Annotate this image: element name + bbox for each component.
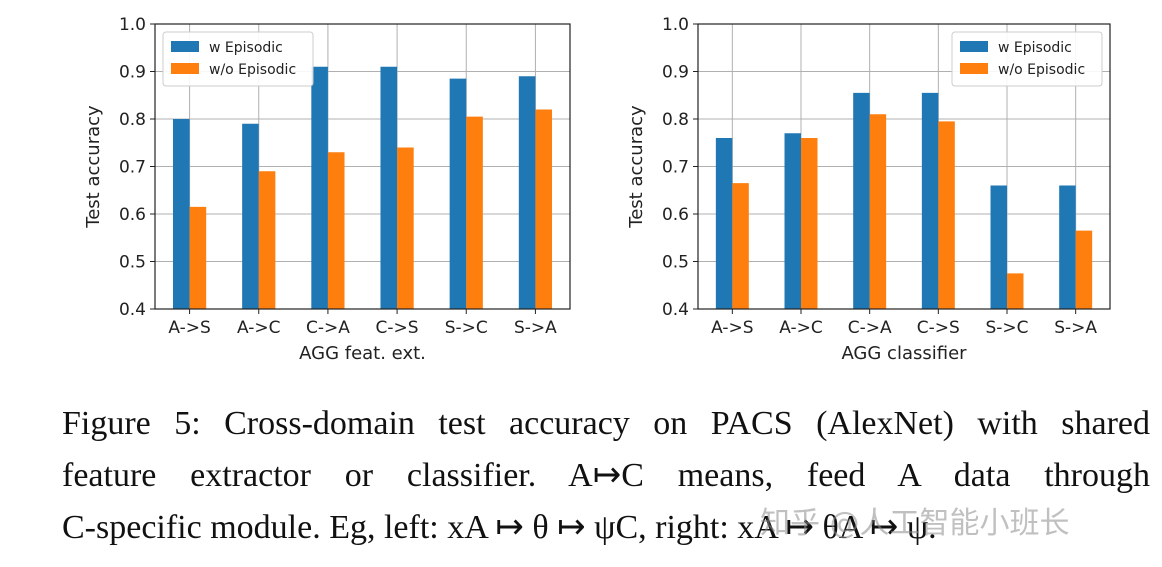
x-tick-label: A->C xyxy=(779,318,823,338)
bar-w-episodic-3 xyxy=(380,66,398,309)
caption-line-2: feature extractor or classifier. A↦C mea… xyxy=(62,457,1150,494)
bar-wo-episodic-4 xyxy=(466,116,483,309)
y-tick-label: 0.8 xyxy=(662,110,689,130)
legend-label-w-episodic: w Episodic xyxy=(209,40,283,56)
bar-wo-episodic-0 xyxy=(189,206,207,309)
bar-wo-episodic-0 xyxy=(732,183,749,309)
y-tick-label: 0.6 xyxy=(119,205,146,225)
legend-label-wo-episodic: w/o Episodic xyxy=(209,62,296,78)
x-tick-label: S->C xyxy=(985,318,1028,338)
y-tick-label: 1.0 xyxy=(119,15,146,35)
y-tick-label: 0.7 xyxy=(662,158,689,178)
y-tick-label: 0.5 xyxy=(119,253,146,273)
bar-wo-episodic-4 xyxy=(1007,273,1024,309)
bar-wo-episodic-1 xyxy=(258,171,276,309)
bar-wo-episodic-2 xyxy=(869,114,887,309)
figure-charts: 0.4 0.5 0.6 0.7 0.8 0.9 1.0 A->S A->C C->A C->S S->… xyxy=(83,15,1111,364)
y-tick-label: 0.5 xyxy=(662,253,689,273)
x-tick-label: A->C xyxy=(237,318,281,338)
caption-line-3: C-specific module. Eg, left: xA ↦ θ ↦ ψC… xyxy=(62,509,937,546)
bar-w-episodic-4 xyxy=(449,78,467,309)
x-tick-label: A->S xyxy=(168,318,210,338)
x-tick-label: C->A xyxy=(848,318,892,338)
legend-swatch-w-episodic xyxy=(171,41,199,52)
y-axis-label: Test accuracy xyxy=(83,105,104,229)
bar-wo-episodic-3 xyxy=(397,147,414,309)
bar-w-episodic-2 xyxy=(853,92,870,309)
watermark-text: 知乎 @人工智能小班长 xyxy=(760,506,1070,541)
x-tick-label: S->C xyxy=(445,318,488,338)
caption-line-1: Figure 5: Cross-domain test accuracy on … xyxy=(62,405,1150,442)
legend-swatch-w-episodic xyxy=(960,41,988,52)
bar-wo-episodic-2 xyxy=(327,152,345,309)
y-tick-label: 1.0 xyxy=(662,15,689,35)
bar-wo-episodic-1 xyxy=(801,138,818,309)
x-tick-label: C->A xyxy=(306,318,350,338)
y-tick-label: 0.9 xyxy=(119,63,146,83)
bar-w-episodic-2 xyxy=(311,66,328,309)
right-bar-chart: 0.4 0.5 0.6 0.7 0.8 0.9 1.0 A->S A->C C->A C->S S->… xyxy=(626,15,1111,364)
bar-wo-episodic-5 xyxy=(1075,230,1093,309)
x-tick-label: C->S xyxy=(917,318,960,338)
x-axis-label: AGG classifier xyxy=(841,343,967,364)
bar-wo-episodic-5 xyxy=(535,109,553,309)
legend-label-w-episodic: w Episodic xyxy=(998,40,1072,56)
x-axis-label: AGG feat. ext. xyxy=(299,343,426,364)
bar-w-episodic-5 xyxy=(518,76,536,309)
legend-box xyxy=(162,31,314,87)
x-tick-label: S->A xyxy=(514,318,557,338)
bar-w-episodic-3 xyxy=(921,92,939,309)
y-tick-label: 0.4 xyxy=(662,300,689,320)
bar-wo-episodic-3 xyxy=(938,121,955,309)
x-tick-label: S->A xyxy=(1054,318,1097,338)
y-axis-label: Test accuracy xyxy=(626,105,647,229)
bar-w-episodic-0 xyxy=(715,138,733,309)
bar-w-episodic-1 xyxy=(784,133,801,309)
legend-box xyxy=(951,31,1103,87)
legend-swatch-wo-episodic xyxy=(171,63,199,74)
bar-w-episodic-1 xyxy=(242,123,259,309)
y-tick-label: 0.9 xyxy=(662,63,689,83)
legend-label-wo-episodic: w/o Episodic xyxy=(998,62,1085,78)
y-tick-label: 0.4 xyxy=(119,300,146,320)
figure-caption: Figure 5: Cross-domain test accuracy on … xyxy=(62,398,1150,554)
y-tick-label: 0.8 xyxy=(119,110,146,130)
bar-w-episodic-4 xyxy=(990,185,1007,309)
bar-w-episodic-0 xyxy=(172,119,190,309)
legend-swatch-wo-episodic xyxy=(960,63,988,74)
bar-w-episodic-5 xyxy=(1059,185,1076,309)
y-tick-label: 0.6 xyxy=(662,205,689,225)
x-tick-label: C->S xyxy=(376,318,419,338)
x-tick-label: A->S xyxy=(711,318,753,338)
left-bar-chart: 0.4 0.5 0.6 0.7 0.8 0.9 1.0 A->S A->C C->A C->S S->… xyxy=(83,15,571,364)
y-tick-label: 0.7 xyxy=(119,158,146,178)
